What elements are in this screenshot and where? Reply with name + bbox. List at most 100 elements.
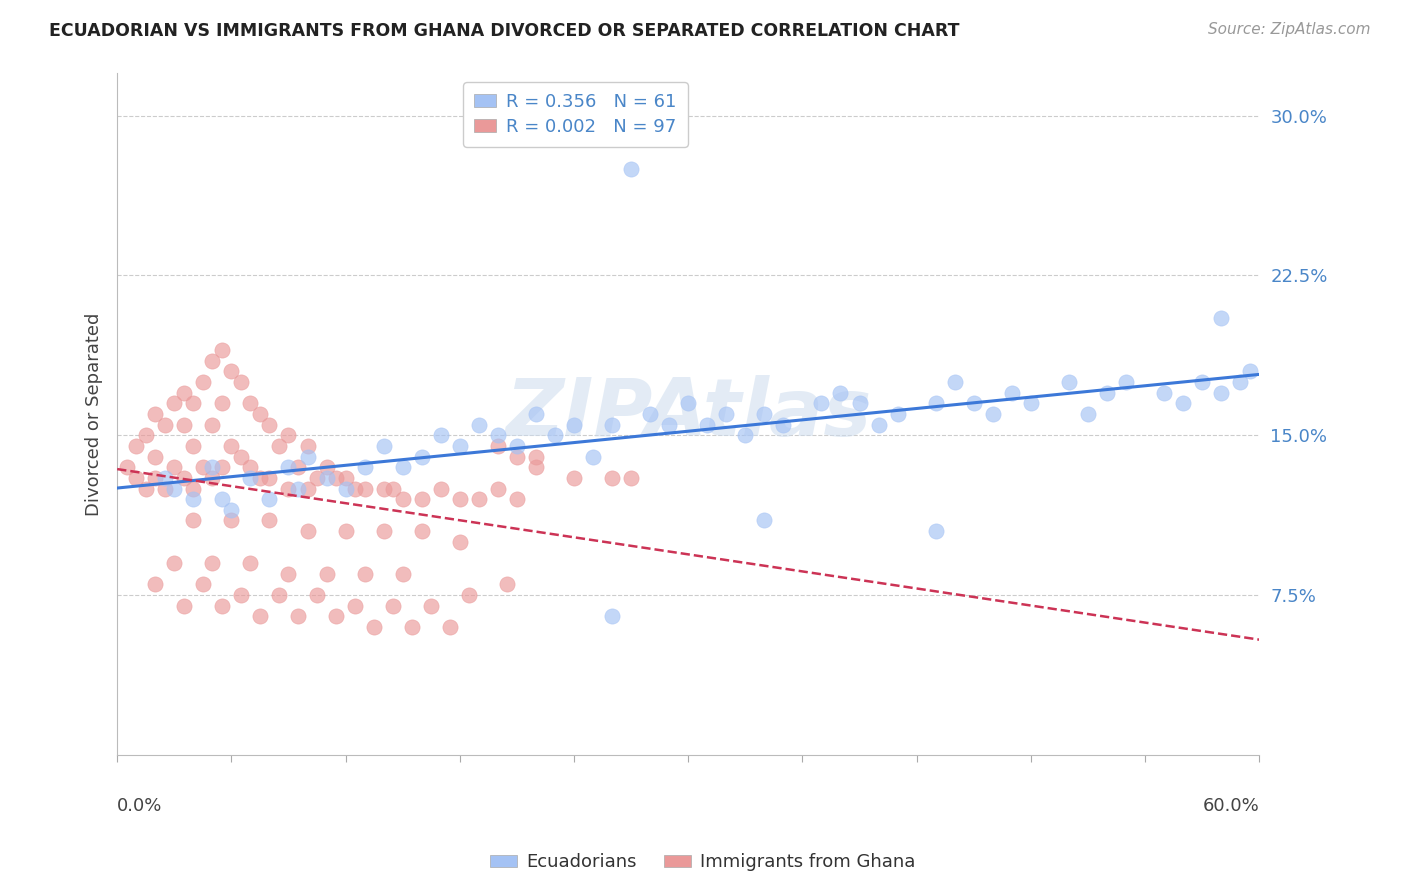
Point	[335, 482, 357, 496]
Point	[963, 396, 986, 410]
Point	[411, 450, 433, 464]
Point	[325, 609, 347, 624]
Point	[143, 407, 166, 421]
Point	[125, 439, 148, 453]
Point	[830, 385, 852, 400]
Point	[1077, 407, 1099, 421]
Point	[239, 396, 262, 410]
Legend: R = 0.356   N = 61, R = 0.002   N = 97: R = 0.356 N = 61, R = 0.002 N = 97	[463, 82, 688, 147]
Text: Source: ZipAtlas.com: Source: ZipAtlas.com	[1208, 22, 1371, 37]
Point	[249, 609, 271, 624]
Point	[325, 471, 347, 485]
Point	[506, 450, 529, 464]
Point	[562, 417, 585, 432]
Point	[1095, 385, 1118, 400]
Point	[287, 460, 309, 475]
Point	[297, 439, 319, 453]
Point	[1001, 385, 1024, 400]
Point	[600, 471, 623, 485]
Point	[315, 471, 337, 485]
Point	[201, 460, 224, 475]
Point	[287, 609, 309, 624]
Point	[163, 396, 186, 410]
Point	[506, 439, 529, 453]
Point	[496, 577, 519, 591]
Point	[754, 407, 776, 421]
Point	[638, 407, 661, 421]
Point	[267, 588, 290, 602]
Point	[201, 353, 224, 368]
Point	[259, 471, 281, 485]
Point	[344, 482, 367, 496]
Point	[153, 471, 176, 485]
Point	[411, 492, 433, 507]
Point	[754, 514, 776, 528]
Point	[183, 396, 205, 410]
Point	[191, 460, 214, 475]
Point	[297, 450, 319, 464]
Text: ECUADORIAN VS IMMIGRANTS FROM GHANA DIVORCED OR SEPARATED CORRELATION CHART: ECUADORIAN VS IMMIGRANTS FROM GHANA DIVO…	[49, 22, 960, 40]
Point	[163, 556, 186, 570]
Point	[924, 396, 946, 410]
Point	[173, 471, 195, 485]
Point	[943, 375, 966, 389]
Point	[439, 620, 461, 634]
Point	[211, 599, 233, 613]
Point	[468, 492, 491, 507]
Point	[211, 396, 233, 410]
Point	[239, 460, 262, 475]
Point	[582, 450, 605, 464]
Point	[305, 471, 328, 485]
Point	[344, 599, 367, 613]
Point	[191, 375, 214, 389]
Point	[486, 428, 509, 442]
Point	[716, 407, 738, 421]
Point	[486, 482, 509, 496]
Point	[420, 599, 443, 613]
Point	[221, 503, 243, 517]
Point	[600, 609, 623, 624]
Point	[658, 417, 681, 432]
Point	[924, 524, 946, 538]
Point	[201, 556, 224, 570]
Point	[620, 471, 643, 485]
Point	[229, 450, 252, 464]
Point	[191, 577, 214, 591]
Point	[163, 460, 186, 475]
Point	[562, 471, 585, 485]
Point	[135, 482, 157, 496]
Point	[135, 428, 157, 442]
Point	[401, 620, 423, 634]
Point	[676, 396, 699, 410]
Point	[277, 460, 299, 475]
Point	[229, 375, 252, 389]
Point	[373, 524, 395, 538]
Point	[449, 492, 471, 507]
Point	[382, 599, 405, 613]
Point	[868, 417, 890, 432]
Point	[239, 556, 262, 570]
Point	[287, 482, 309, 496]
Point	[211, 343, 233, 357]
Point	[391, 566, 413, 581]
Point	[1057, 375, 1080, 389]
Point	[696, 417, 718, 432]
Point	[1019, 396, 1042, 410]
Point	[201, 471, 224, 485]
Point	[1239, 364, 1261, 378]
Point	[163, 482, 186, 496]
Point	[391, 460, 413, 475]
Point	[468, 417, 491, 432]
Point	[886, 407, 908, 421]
Point	[259, 492, 281, 507]
Point	[277, 566, 299, 581]
Point	[153, 417, 176, 432]
Point	[373, 439, 395, 453]
Point	[143, 577, 166, 591]
Point	[211, 492, 233, 507]
Point	[173, 417, 195, 432]
Point	[173, 599, 195, 613]
Point	[221, 439, 243, 453]
Point	[353, 460, 375, 475]
Point	[239, 471, 262, 485]
